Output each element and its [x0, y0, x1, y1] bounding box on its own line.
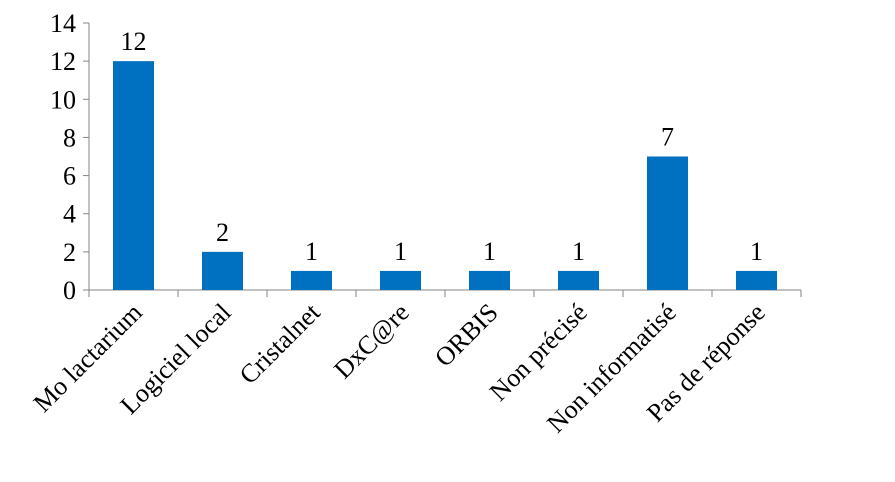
x-axis — [88, 289, 802, 297]
y-tick-label: 10 — [50, 85, 76, 114]
data-label: 1 — [305, 237, 318, 266]
y-tick-label: 4 — [63, 200, 76, 229]
x-tick-label: Cristalnet — [234, 297, 327, 390]
y-tick-label: 8 — [63, 123, 76, 152]
data-label: 1 — [750, 237, 763, 266]
y-axis: 0 2 4 6 8 10 12 14 — [50, 9, 90, 305]
y-tick-label: 14 — [50, 9, 76, 38]
bar — [558, 270, 599, 290]
y-tick-label: 12 — [50, 47, 76, 76]
bar — [647, 156, 688, 290]
bar — [469, 270, 510, 290]
data-label: 12 — [121, 27, 147, 56]
y-tick-label: 6 — [63, 162, 76, 191]
bars — [113, 61, 777, 291]
bar — [202, 251, 243, 290]
data-labels: 12 2 1 1 1 1 7 1 — [121, 27, 764, 266]
bar — [736, 270, 777, 290]
data-label: 2 — [216, 218, 229, 247]
x-tick-label: DxC@re — [328, 298, 414, 384]
bar — [113, 61, 154, 291]
data-label: 1 — [483, 237, 496, 266]
bar — [380, 270, 421, 290]
data-label: 7 — [661, 123, 674, 152]
data-label: 1 — [394, 237, 407, 266]
y-tick-label: 0 — [63, 276, 76, 305]
x-tick-label: ORBIS — [429, 298, 504, 373]
data-label: 1 — [572, 237, 585, 266]
y-tick-label: 2 — [63, 238, 76, 267]
bar — [291, 270, 332, 290]
